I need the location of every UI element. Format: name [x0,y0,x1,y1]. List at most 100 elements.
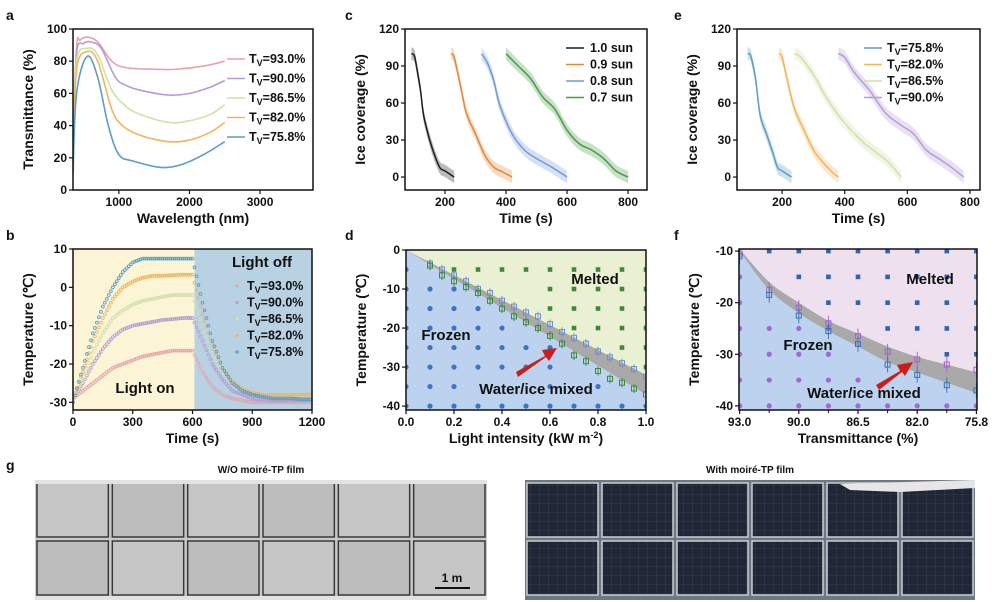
data-point [232,397,237,401]
data-point [206,379,211,383]
data-point [272,392,277,397]
plot-frame [736,28,981,191]
legend-label: TV=93.0% [247,279,303,295]
legend-marker [235,284,239,288]
data-point [302,397,306,402]
clear-solar-panel [901,540,974,596]
frozen-point [451,383,457,390]
y-axis-label: Temperature (℃) [20,273,36,386]
data-point [202,308,207,313]
legend-label: TV=90.0% [249,72,305,88]
frozen-point [451,305,457,312]
melted-point [643,364,646,370]
data-point [89,356,93,360]
data-point [230,396,235,401]
y-tick-label: 0 [60,280,67,294]
data-point [148,274,153,279]
panel-label-f: f [674,227,679,243]
data-point [87,351,91,356]
chart-b: Light on Light off TV=93.0%TV=90.0%TV=86.5… [20,242,326,446]
data-point [132,323,137,328]
legend-label: TV=82.0% [249,111,305,127]
x-tick-label: 800 [618,195,638,209]
data-point [186,272,191,277]
data-point [142,275,147,280]
legend-label: 0.8 sun [590,74,633,88]
data-point [116,290,121,294]
data-point [306,397,310,402]
data-point [170,317,175,321]
frosted-solar-panel [262,482,336,538]
legend-label: TV=86.5% [887,74,943,90]
data-point [95,342,99,347]
uncertainty-band [778,47,839,184]
melted-point [944,300,950,305]
legend-marker [235,350,239,354]
label-value: =86.5% [901,74,944,88]
data-point [272,400,277,405]
subscript: V [257,136,263,146]
legend-marker [235,333,239,338]
data-point [236,397,241,402]
data-point [99,335,103,340]
data-point [216,356,221,361]
uncertainty-band [451,47,513,184]
data-point [168,273,173,278]
data-point [126,359,131,364]
data-point [190,348,195,353]
data-point [160,273,165,278]
data-point [112,282,117,287]
measured-point [943,361,950,368]
data-point [148,297,153,302]
data-point [146,353,151,358]
data-point [89,345,93,349]
data-point [91,331,95,336]
arrow-icon [876,362,913,390]
data-point [106,322,111,326]
clear-solar-panel [751,482,824,538]
data-point [252,400,257,405]
data-point [210,362,215,366]
data-point [300,397,304,402]
legend-label: TV=75.8% [247,345,303,361]
data-point [304,397,308,402]
melted-point [944,326,950,331]
data-point [95,320,99,325]
region-light-off [194,249,312,410]
label-value: =75.8% [263,130,306,144]
clear-solar-panel [751,540,824,596]
data-point [198,365,203,370]
frosted-solar-panel [36,540,110,596]
frozen-point [547,383,553,390]
data-point [214,368,219,372]
data-point [79,375,83,379]
data-point [184,293,189,297]
data-point [256,397,261,402]
data-point [81,381,85,386]
data-point [210,350,215,355]
melted-point [595,325,601,331]
melted-point [643,325,646,331]
data-point [294,400,298,405]
data-point [264,395,269,400]
subscript: V [257,117,263,127]
data-point [140,298,145,303]
data-point [108,300,113,305]
y-axis-label: Transmittance (%) [20,49,36,170]
data-point [244,399,249,404]
data-point [170,293,175,297]
data-point [138,322,143,326]
data-point [128,262,133,267]
data-point [134,278,139,282]
data-point [140,321,145,326]
data-point [126,325,131,330]
frozen-point [944,403,950,409]
data-point [270,396,275,401]
plot-frame [405,249,647,411]
data-point [208,345,213,349]
data-point [138,257,143,262]
data-point [224,382,229,386]
data-point [278,392,282,397]
data-point [200,323,205,328]
data-point [106,339,111,344]
